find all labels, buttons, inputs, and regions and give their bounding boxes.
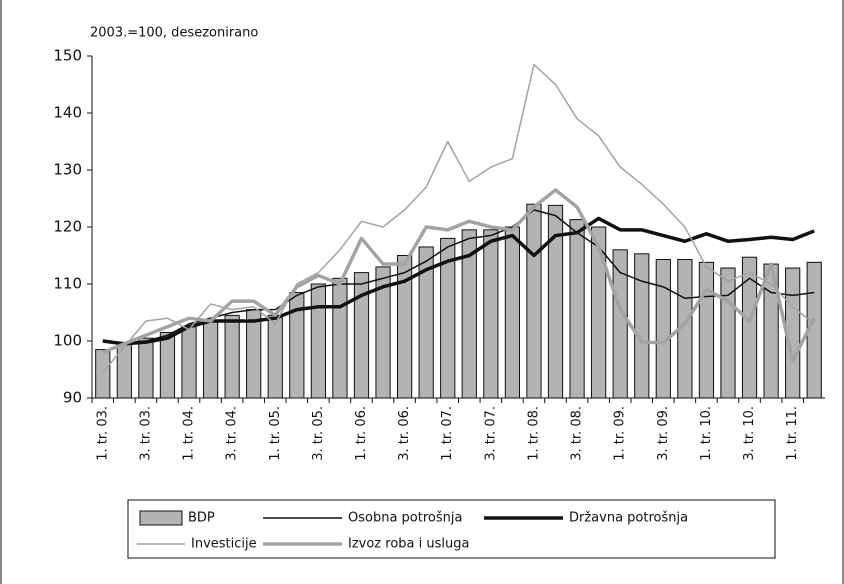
legend-label: BDP xyxy=(188,511,215,526)
legend-box xyxy=(127,499,776,559)
x-tick-label: 1. tr. 09. xyxy=(613,406,628,461)
bar xyxy=(202,320,219,399)
bar xyxy=(591,226,607,399)
bar xyxy=(224,314,240,399)
bar xyxy=(289,292,305,399)
bar xyxy=(440,237,456,399)
x-tick-label: 3. tr. 05. xyxy=(311,406,326,461)
y-tick-label: 130 xyxy=(53,161,82,179)
bar xyxy=(504,226,521,399)
bar xyxy=(483,229,499,399)
bar xyxy=(418,246,434,399)
bar xyxy=(353,272,370,399)
line xyxy=(102,209,815,344)
bar xyxy=(612,249,628,399)
x-tick-label: 3. tr. 09. xyxy=(656,406,671,461)
bar xyxy=(138,337,154,399)
y-tick-label: 140 xyxy=(53,104,82,122)
x-tick-label: 1. tr. 05. xyxy=(268,406,283,461)
bar xyxy=(720,267,736,399)
bar xyxy=(95,349,111,399)
x-tick-label: 3. tr. 07. xyxy=(483,406,498,461)
x-tick-label: 1. tr. 04. xyxy=(182,406,197,461)
bar xyxy=(375,266,391,399)
x-tick-label: 1. tr. 10. xyxy=(699,406,714,461)
bar xyxy=(698,261,715,399)
chart-subtitle: 2003.=100, desezonirano xyxy=(90,26,258,41)
legend-label: Osobna potrošnja xyxy=(348,511,462,526)
line xyxy=(102,216,815,346)
x-tick-label: 3. tr. 03. xyxy=(138,406,153,461)
x-tick-label: 3. tr. 04. xyxy=(225,406,240,461)
line xyxy=(102,63,815,373)
x-tick-label: 1. tr. 03. xyxy=(95,406,110,461)
x-tick-label: 1. tr. 07. xyxy=(440,406,455,461)
y-tick-label: 120 xyxy=(53,218,82,236)
bar xyxy=(461,229,477,399)
legend-swatch xyxy=(139,510,183,526)
x-tick-label: 3. tr. 08. xyxy=(570,406,585,461)
x-tick-label: 1. tr. 08. xyxy=(526,406,541,461)
bar xyxy=(741,256,758,399)
bar xyxy=(310,283,326,399)
bar xyxy=(332,277,348,399)
bar xyxy=(246,309,262,399)
legend-label: Investicije xyxy=(191,537,257,552)
legend-label: Izvoz roba i usluga xyxy=(348,537,469,552)
bar xyxy=(569,219,585,399)
y-tick-label: 90 xyxy=(63,389,82,407)
bar xyxy=(181,326,197,399)
bar xyxy=(526,203,542,399)
y-tick-label: 110 xyxy=(53,275,82,293)
x-tick-label: 1. tr. 06. xyxy=(354,406,369,461)
bar xyxy=(159,331,176,399)
line xyxy=(102,188,816,363)
bar xyxy=(634,253,650,399)
bar xyxy=(547,204,564,399)
y-tick-label: 150 xyxy=(53,47,82,65)
legend-label: Državna potrošnja xyxy=(569,511,688,526)
x-tick-label: 3. tr. 10. xyxy=(742,406,757,461)
y-tick-label: 100 xyxy=(53,332,82,350)
x-tick-label: 3. tr. 06. xyxy=(397,406,412,461)
bar xyxy=(267,314,283,399)
bar xyxy=(396,255,413,399)
bar xyxy=(655,258,671,399)
x-tick-label: 1. tr. 11. xyxy=(785,406,800,461)
